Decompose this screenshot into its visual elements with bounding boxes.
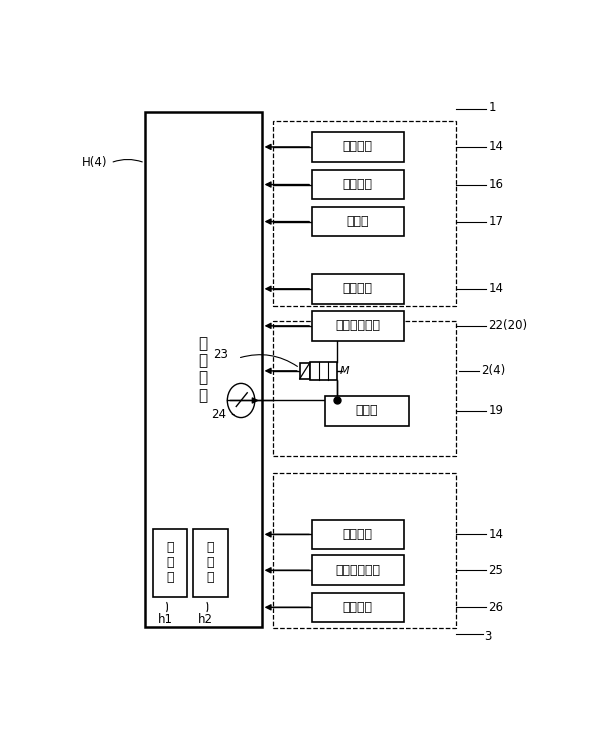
Bar [273, 121, 456, 306]
Text: 25: 25 [488, 564, 504, 576]
Bar [312, 593, 404, 622]
Bar [145, 112, 262, 628]
Text: 14: 14 [488, 282, 504, 295]
Bar [310, 362, 337, 380]
Text: 開閉駆動機構: 開閉駆動機構 [335, 320, 381, 332]
Text: 26: 26 [488, 601, 504, 613]
Bar [193, 528, 228, 597]
Bar [153, 528, 187, 597]
Text: h2: h2 [199, 613, 213, 626]
Text: コンベヤ: コンベヤ [343, 528, 373, 541]
Bar [312, 311, 404, 340]
Text: コンベヤ: コンベヤ [343, 282, 373, 295]
Text: 持ち上げ機構: 持ち上げ機構 [335, 564, 381, 576]
Bar [312, 556, 404, 585]
Text: 制
御
装
置: 制 御 装 置 [199, 336, 208, 403]
Bar [324, 396, 410, 426]
Text: 判
別
部: 判 別 部 [207, 542, 214, 585]
Text: コンベヤ: コンベヤ [343, 141, 373, 153]
Text: M: M [340, 366, 350, 376]
Bar [312, 169, 404, 199]
Bar [300, 363, 310, 379]
Text: 22(20): 22(20) [488, 320, 528, 332]
Bar [312, 274, 404, 303]
Text: 3: 3 [484, 630, 491, 644]
Text: 23: 23 [213, 349, 229, 361]
Text: 1: 1 [488, 101, 496, 113]
Text: 起立機構: 起立機構 [343, 601, 373, 613]
Text: 24: 24 [212, 408, 226, 421]
Text: 制
御
部: 制 御 部 [166, 542, 174, 585]
Text: 17: 17 [488, 215, 504, 228]
Text: 14: 14 [488, 141, 504, 153]
Text: H(4): H(4) [82, 156, 108, 169]
Text: 19: 19 [488, 404, 504, 417]
Bar [312, 132, 404, 162]
Bar [273, 474, 456, 628]
Text: 14: 14 [488, 528, 504, 541]
Text: h1: h1 [158, 613, 173, 626]
Bar [312, 519, 404, 549]
Text: 16: 16 [488, 178, 504, 191]
Bar [273, 320, 456, 457]
Text: 昇降台: 昇降台 [346, 215, 369, 228]
Bar [312, 206, 404, 236]
Text: 吸着部: 吸着部 [356, 404, 378, 417]
Text: 把持機構: 把持機構 [343, 178, 373, 191]
Text: 2(4): 2(4) [482, 364, 506, 377]
